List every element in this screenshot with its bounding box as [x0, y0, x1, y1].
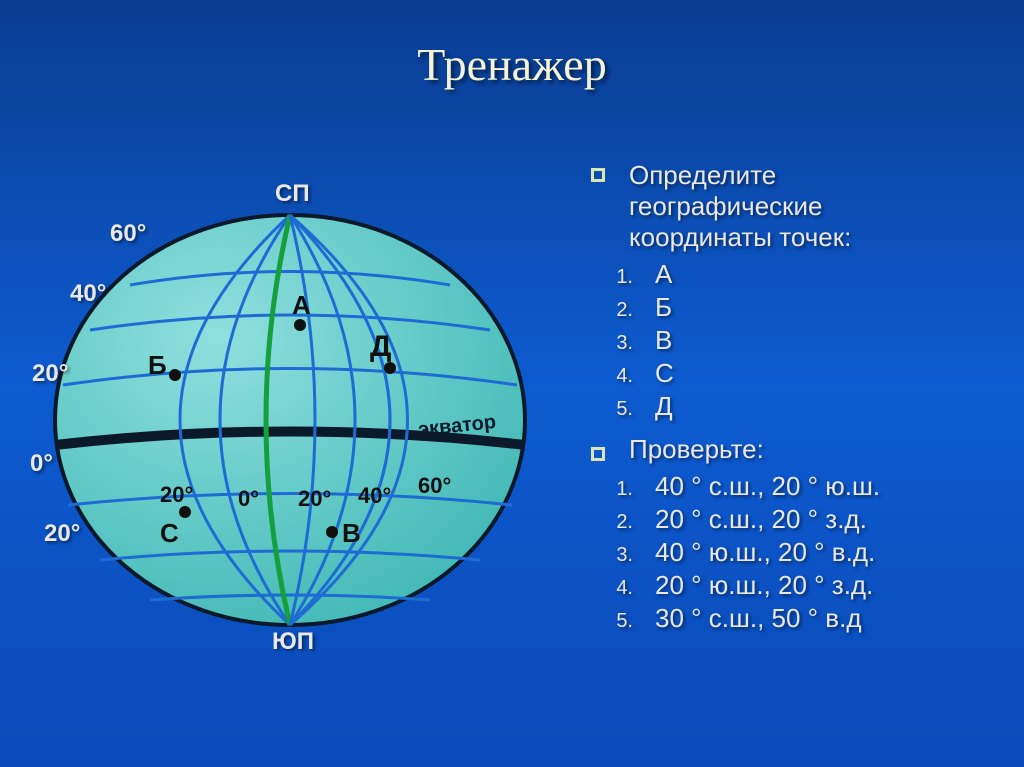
list-item: 2.20 ° с.ш., 20 ° з.д.	[591, 504, 986, 535]
answer-3: 40 ° ю.ш., 20 ° в.д.	[655, 537, 875, 568]
letter-b: Б	[655, 292, 672, 323]
label-sp: СП	[275, 180, 310, 208]
intro-line: Определите географические координаты точ…	[591, 160, 986, 253]
label-lon60e: 60°	[418, 473, 451, 499]
list-item: 2.Б	[591, 292, 986, 323]
letters-list: 1.А 2.Б 3.В 4.С 5.Д	[591, 259, 986, 422]
list-item: 4.20 ° ю.ш., 20 ° з.д.	[591, 570, 986, 601]
letter-s: С	[655, 358, 674, 389]
intro-text-1: Определите	[629, 160, 851, 191]
label-lat60: 60°	[110, 220, 146, 248]
intro-text-2: географические	[629, 191, 851, 222]
page-title: Тренажер	[417, 38, 606, 91]
label-lat20s: 20°	[44, 520, 80, 548]
point-a-label: А	[292, 290, 311, 321]
answer-5: 30 ° с.ш., 50 ° в.д	[655, 603, 862, 634]
label-lat40: 40°	[70, 280, 106, 308]
answer-4: 20 ° ю.ш., 20 ° з.д.	[655, 570, 873, 601]
label-lon20w: 20°	[160, 482, 193, 508]
list-item: 1.40 ° с.ш., 20 ° ю.ш.	[591, 471, 986, 502]
check-label: Проверьте:	[629, 434, 764, 465]
letter-v: В	[655, 325, 672, 356]
list-item: 3.В	[591, 325, 986, 356]
square-bullet-icon	[591, 168, 605, 182]
label-lat20n: 20°	[32, 360, 68, 388]
list-item: 1.А	[591, 259, 986, 290]
point-d-label: Д	[370, 330, 391, 364]
answer-1: 40 ° с.ш., 20 ° ю.ш.	[655, 471, 880, 502]
label-yup: ЮП	[272, 628, 314, 656]
letter-a: А	[655, 259, 672, 290]
globe-diagram: СП 60° 40° 20° 0° 20° ЮП 20° 0° 20° 40° …	[20, 150, 545, 670]
content-panel: Определите географические координаты точ…	[591, 160, 986, 646]
point-s-label: С	[160, 518, 179, 549]
letter-d: Д	[655, 391, 673, 422]
answers-list: 1.40 ° с.ш., 20 ° ю.ш. 2.20 ° с.ш., 20 °…	[591, 471, 986, 634]
label-lon40e: 40°	[358, 483, 391, 509]
label-lon0: 0°	[238, 486, 259, 512]
point-v-label: В	[342, 518, 361, 549]
globe-svg	[20, 150, 545, 670]
point-b-label: Б	[148, 350, 167, 381]
square-bullet-icon	[591, 447, 605, 461]
list-item: 5.Д	[591, 391, 986, 422]
list-item: 3.40 ° ю.ш., 20 ° в.д.	[591, 537, 986, 568]
answer-2: 20 ° с.ш., 20 ° з.д.	[655, 504, 867, 535]
intro-text-3: координаты точек:	[629, 222, 851, 253]
list-item: 5.30 ° с.ш., 50 ° в.д	[591, 603, 986, 634]
label-lat0: 0°	[30, 450, 53, 478]
list-item: 4.С	[591, 358, 986, 389]
check-line: Проверьте:	[591, 434, 986, 465]
label-lon20e: 20°	[298, 486, 331, 512]
